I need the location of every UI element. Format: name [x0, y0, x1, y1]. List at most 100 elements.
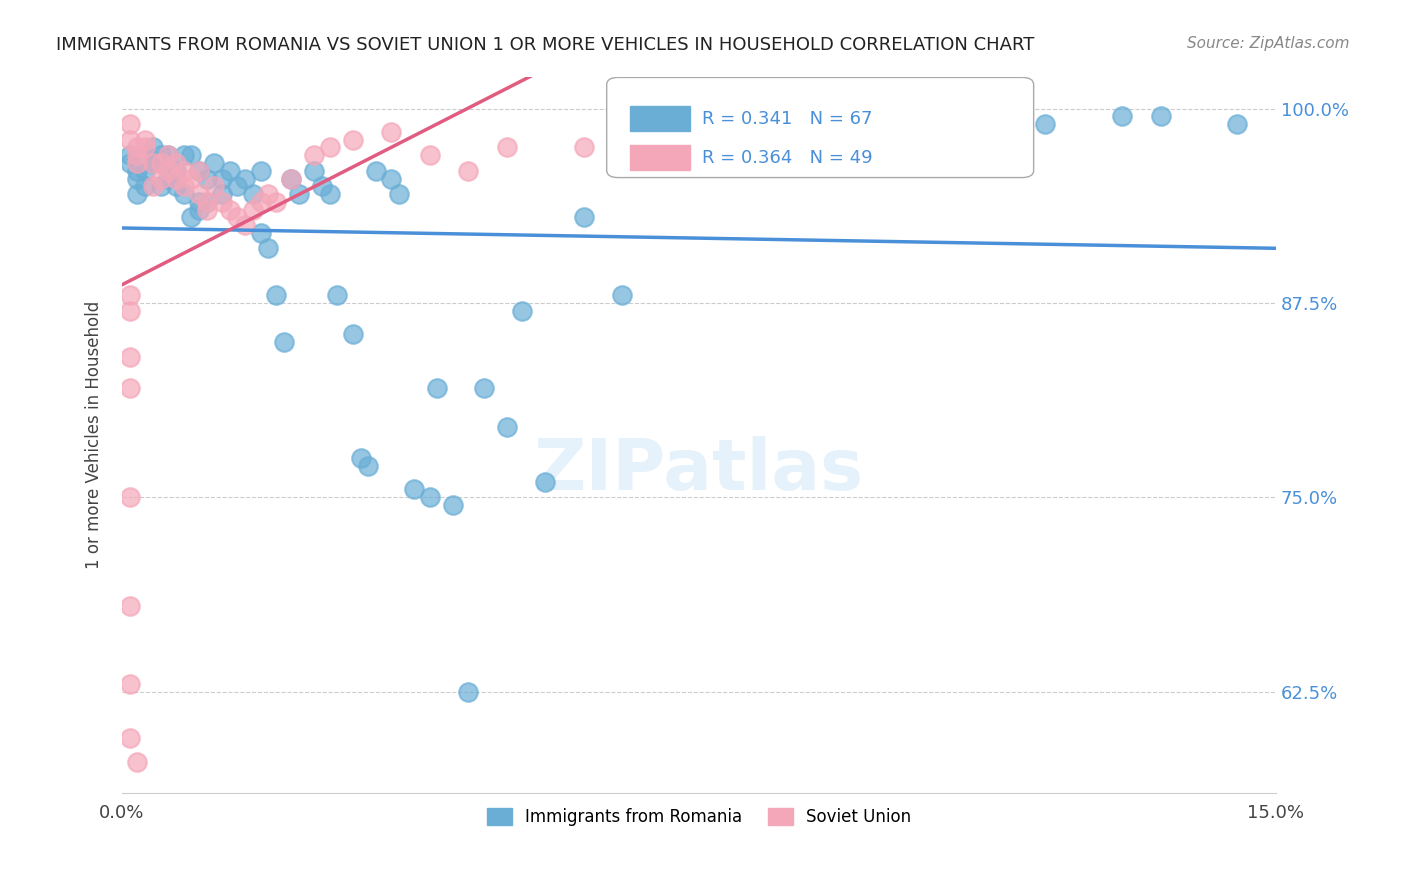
Point	[180, 171, 202, 186]
Point	[233, 218, 256, 232]
Point	[134, 133, 156, 147]
Point	[404, 483, 426, 497]
Point	[218, 163, 240, 178]
Point	[319, 140, 342, 154]
Point	[218, 202, 240, 217]
Point	[249, 226, 271, 240]
Point	[195, 194, 218, 209]
Point	[142, 156, 165, 170]
Point	[134, 140, 156, 154]
Point	[127, 187, 149, 202]
Point	[118, 677, 141, 691]
Point	[472, 381, 495, 395]
Point	[134, 179, 156, 194]
Point	[419, 490, 441, 504]
Point	[188, 163, 211, 178]
Point	[311, 179, 333, 194]
Point	[127, 140, 149, 154]
Point	[510, 303, 533, 318]
Point	[157, 148, 180, 162]
Point	[1149, 109, 1171, 123]
Point	[118, 303, 141, 318]
Point	[342, 326, 364, 341]
Point	[188, 202, 211, 217]
Point	[195, 202, 218, 217]
Point	[165, 156, 187, 170]
Point	[188, 187, 211, 202]
Point	[380, 125, 402, 139]
Point	[142, 140, 165, 154]
Point	[188, 194, 211, 209]
Point	[195, 171, 218, 186]
Point	[304, 148, 326, 162]
Point	[149, 179, 172, 194]
Point	[202, 179, 225, 194]
Point	[304, 163, 326, 178]
Point	[457, 163, 479, 178]
Point	[419, 148, 441, 162]
Point	[1226, 117, 1249, 131]
Point	[426, 381, 449, 395]
Text: R = 0.341   N = 67: R = 0.341 N = 67	[702, 110, 872, 128]
Point	[149, 156, 172, 170]
Point	[249, 194, 271, 209]
Point	[610, 288, 633, 302]
Point	[157, 148, 180, 162]
Point	[118, 117, 141, 131]
Point	[495, 420, 517, 434]
Point	[342, 133, 364, 147]
Point	[457, 684, 479, 698]
Point	[280, 171, 302, 186]
Point	[534, 475, 557, 489]
Point	[173, 163, 195, 178]
Point	[973, 109, 995, 123]
Point	[118, 148, 141, 162]
FancyBboxPatch shape	[630, 106, 690, 131]
Text: ZIPatlas: ZIPatlas	[534, 436, 865, 505]
Point	[149, 148, 172, 162]
Point	[118, 381, 141, 395]
Point	[288, 187, 311, 202]
Point	[280, 171, 302, 186]
Point	[118, 351, 141, 365]
Point	[165, 163, 187, 178]
Point	[127, 156, 149, 170]
Point	[242, 187, 264, 202]
Point	[127, 148, 149, 162]
Legend: Immigrants from Romania, Soviet Union: Immigrants from Romania, Soviet Union	[478, 799, 920, 834]
Point	[118, 599, 141, 613]
Point	[157, 171, 180, 186]
Point	[134, 148, 156, 162]
Point	[249, 163, 271, 178]
Point	[202, 156, 225, 170]
Point	[173, 179, 195, 194]
Point	[326, 288, 349, 302]
Point	[273, 334, 295, 349]
Point	[1033, 117, 1056, 131]
FancyBboxPatch shape	[607, 78, 1033, 178]
Point	[211, 187, 233, 202]
Point	[195, 194, 218, 209]
Point	[165, 171, 187, 186]
Point	[165, 179, 187, 194]
Point	[149, 171, 172, 186]
Point	[211, 194, 233, 209]
Point	[257, 242, 280, 256]
Point	[149, 156, 172, 170]
Point	[118, 288, 141, 302]
Point	[226, 179, 249, 194]
Point	[180, 211, 202, 225]
Point	[388, 187, 411, 202]
Text: IMMIGRANTS FROM ROMANIA VS SOVIET UNION 1 OR MORE VEHICLES IN HOUSEHOLD CORRELAT: IMMIGRANTS FROM ROMANIA VS SOVIET UNION …	[56, 36, 1035, 54]
Point	[264, 288, 287, 302]
Point	[226, 211, 249, 225]
Point	[319, 187, 342, 202]
Point	[1111, 109, 1133, 123]
Point	[264, 194, 287, 209]
Point	[173, 148, 195, 162]
FancyBboxPatch shape	[630, 145, 690, 170]
Point	[572, 140, 595, 154]
Point	[242, 202, 264, 217]
Text: R = 0.364   N = 49: R = 0.364 N = 49	[702, 149, 873, 167]
Point	[142, 156, 165, 170]
